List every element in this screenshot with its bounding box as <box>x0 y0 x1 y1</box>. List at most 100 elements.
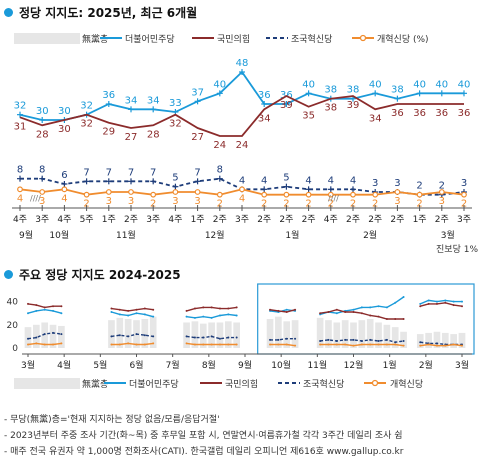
label-rebuild-20: 3 <box>461 178 467 189</box>
bar-none-49 <box>433 331 441 348</box>
x2-tick-label-5: 8월 <box>202 359 216 371</box>
label-ppp-9: 24 <box>213 140 226 151</box>
series2-line-reform-4 <box>320 343 404 347</box>
bar-none-50 <box>441 332 449 348</box>
bar-none-24 <box>224 321 232 348</box>
hatch-mark-0: //// <box>30 194 41 203</box>
legend2-reform-label: 개혁신당 <box>390 379 423 390</box>
bar-none-3 <box>49 324 57 348</box>
legend2-reform-marker <box>371 379 379 387</box>
section1-title-text: 정당 지지도: 2025년, 최근 6개월 <box>19 6 198 20</box>
series2-line-dem-0 <box>27 308 62 314</box>
legend-dem-label: 더불어민주당 <box>125 34 175 45</box>
point-reform-11 <box>261 191 268 198</box>
point-reform-12 <box>283 191 290 198</box>
label-rebuild-10: 4 <box>239 175 245 186</box>
bar-none-14 <box>141 319 149 348</box>
x-tick-label-13: 2주 <box>302 214 316 225</box>
x-tick-label-18: 1주 <box>413 214 427 225</box>
point-reform-0 <box>17 186 23 193</box>
note-1: - 무당(無黨)층='현재 지지하는 정당 없음/모름/응답거절' <box>4 415 220 425</box>
label-dem-10: 48 <box>236 58 249 69</box>
bar-none-4 <box>58 325 65 348</box>
label-reform-18: 2 <box>416 199 422 210</box>
point-reform-2 <box>61 186 68 193</box>
bar-none-30 <box>275 316 282 348</box>
series2-line-ppp-2 <box>186 306 237 312</box>
label-reform-9: 2 <box>217 199 223 210</box>
bar-none-11 <box>116 317 124 348</box>
point-reform-1 <box>39 189 46 195</box>
label-ppp-3: 32 <box>80 119 93 130</box>
label-rebuild-15: 4 <box>350 175 356 186</box>
label-rebuild-5: 7 <box>128 167 134 178</box>
label-dem-9: 40 <box>213 79 226 90</box>
bar-none-1 <box>33 324 40 348</box>
point2-rebuild-45 <box>402 340 405 343</box>
label-ppp-2: 30 <box>58 124 71 135</box>
label-reform-14: 2 <box>328 199 334 210</box>
label-ppp-6: 28 <box>147 129 160 140</box>
label-reform-19: 3 <box>439 196 445 207</box>
legend2-rebuild-label: 조국혁신당 <box>303 379 344 390</box>
bar-none-22 <box>208 322 215 348</box>
label-reform-16: 2 <box>372 199 378 210</box>
bar-none-35 <box>316 317 324 348</box>
legend-none-swatch <box>14 33 80 44</box>
point-reform-10 <box>239 186 245 193</box>
x-tick-label-1: 3주 <box>35 214 49 225</box>
legend-reform-label: 개혁신당 (%) <box>377 34 429 45</box>
label-rebuild-1: 8 <box>39 165 45 176</box>
label-ppp-4: 29 <box>102 127 115 138</box>
label-rebuild-18: 2 <box>416 181 422 192</box>
bar-none-44 <box>391 327 399 348</box>
label-reform-17: 3 <box>394 196 400 207</box>
bar-none-48 <box>425 332 432 348</box>
legend2-ppp-label: 국민의힘 <box>225 379 258 390</box>
label-ppp-13: 35 <box>302 111 315 122</box>
bar-none-25 <box>233 322 240 348</box>
y-tick-label-2: 40 <box>7 298 19 308</box>
series2-line-ppp-4 <box>320 308 404 320</box>
section2-title: 주요 정당 지지도 2024-2025 <box>4 266 181 283</box>
label-rebuild-11: 4 <box>261 175 267 186</box>
note-3: - 매주 전국 유권자 약 1,000명 전화조사(CATI). 한국갤럽 데일… <box>4 447 404 457</box>
label-reform-20: 2 <box>461 199 467 210</box>
label-ppp-20: 36 <box>458 108 471 119</box>
label-dem-0: 32 <box>14 101 27 112</box>
point-reform-15 <box>350 191 356 198</box>
label-reform-6: 2 <box>150 199 156 210</box>
x-tick-label-8: 1주 <box>191 214 205 225</box>
label-dem-19: 40 <box>435 79 448 90</box>
point-reform-18 <box>416 191 423 198</box>
point-reform-19 <box>438 189 445 195</box>
x-tick-label-10: 3주 <box>235 214 249 225</box>
bar-none-12 <box>124 319 132 348</box>
series2-line-ppp-0 <box>27 303 62 309</box>
x2-tick-label-10: 1월 <box>383 359 397 371</box>
label-dem-3: 32 <box>80 101 93 112</box>
label-ppp-12: 39 <box>280 100 293 111</box>
x-tick-label-15: 2주 <box>346 214 360 225</box>
label-rebuild-4: 7 <box>106 167 112 178</box>
x-tick-label-14: 4주 <box>324 214 338 225</box>
label-dem-13: 40 <box>302 79 315 90</box>
label-ppp-19: 36 <box>435 108 448 119</box>
month-label-6: 3월 <box>441 229 455 241</box>
label-ppp-10: 24 <box>236 140 249 151</box>
label-rebuild-14: 4 <box>328 175 334 186</box>
label-rebuild-12: 5 <box>283 173 289 184</box>
x-tick-label-6: 3주 <box>146 214 160 225</box>
month-label-3: 12월 <box>205 229 225 241</box>
series2-line-dem-1 <box>111 311 154 318</box>
bar-none-2 <box>41 322 49 348</box>
bar-none-40 <box>358 320 366 348</box>
label-reform-10: 4 <box>239 193 245 204</box>
label-ppp-7: 32 <box>169 119 182 130</box>
label-ppp-15: 39 <box>347 100 360 111</box>
x-tick-label-19: 2주 <box>435 214 449 225</box>
label-dem-20: 40 <box>458 79 471 90</box>
bar-none-23 <box>216 322 224 348</box>
label-ppp-14: 38 <box>324 103 337 114</box>
